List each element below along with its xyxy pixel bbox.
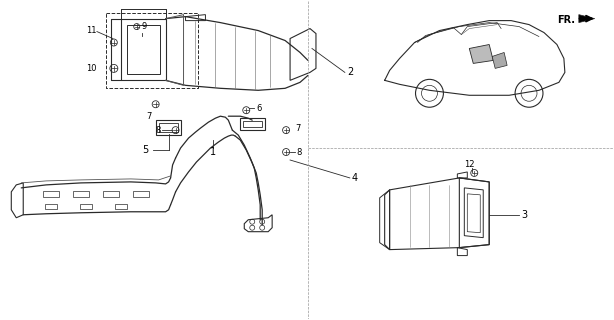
Text: 10: 10	[87, 64, 97, 73]
Text: 7: 7	[146, 112, 152, 121]
Text: 5: 5	[142, 145, 149, 155]
Text: 2: 2	[347, 68, 353, 77]
Polygon shape	[579, 15, 595, 23]
Text: 12: 12	[464, 160, 475, 170]
Polygon shape	[469, 44, 493, 63]
Text: 3: 3	[521, 210, 527, 220]
Text: 8: 8	[296, 148, 301, 156]
Text: 1: 1	[211, 147, 217, 157]
Text: 11: 11	[87, 26, 97, 35]
Text: 9: 9	[142, 22, 147, 31]
Text: 4: 4	[352, 173, 358, 183]
Text: 6: 6	[256, 104, 262, 113]
Text: FR.: FR.	[557, 15, 575, 25]
Polygon shape	[492, 52, 507, 68]
Text: 8: 8	[155, 126, 161, 135]
Text: 7: 7	[295, 124, 300, 132]
